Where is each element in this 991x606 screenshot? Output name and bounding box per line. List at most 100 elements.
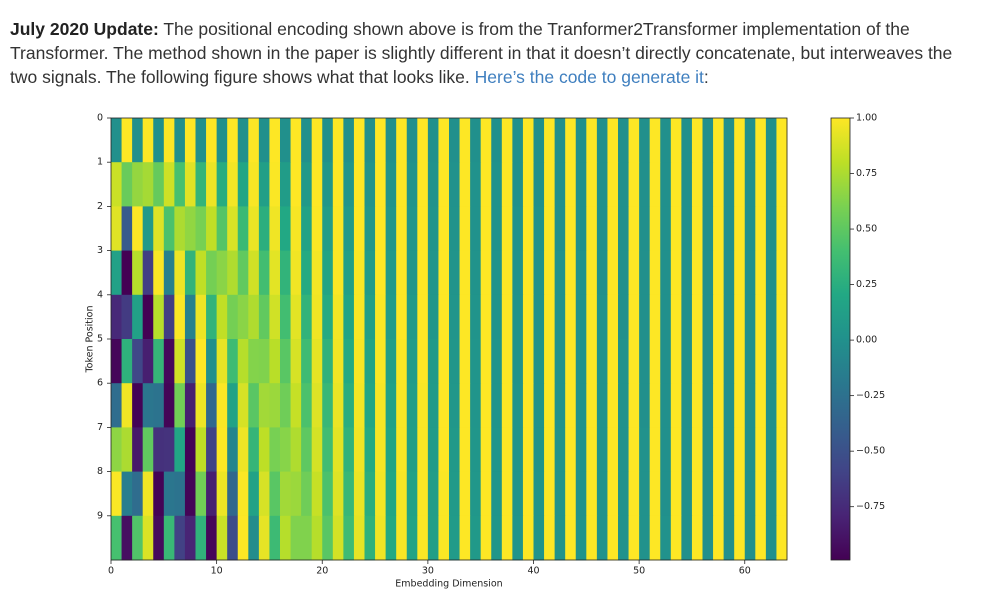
heatmap-cell <box>269 294 281 340</box>
heatmap-cell <box>776 339 788 384</box>
heatmap-cell <box>438 339 450 384</box>
heatmap-cell <box>311 118 323 163</box>
heatmap-cell <box>522 250 534 296</box>
heatmap-cell <box>776 162 788 207</box>
heatmap-cell <box>554 162 566 207</box>
heatmap-cell <box>195 383 207 428</box>
heatmap-cell <box>533 162 545 207</box>
heatmap-cell <box>332 206 344 251</box>
heatmap-cell <box>427 339 439 384</box>
heatmap-cell <box>406 118 418 163</box>
heatmap-cell <box>322 250 334 296</box>
heatmap-cell <box>174 471 186 517</box>
heatmap-cell <box>691 471 703 517</box>
heatmap-cell <box>343 250 355 296</box>
heatmap-cell <box>142 162 154 207</box>
heatmap-cell <box>163 294 175 340</box>
heatmap-cell <box>111 206 122 251</box>
heatmap-cell <box>702 471 714 517</box>
heatmap-cell <box>670 294 682 340</box>
y-tick-label: 8 <box>97 466 103 477</box>
heatmap-cell <box>332 250 344 296</box>
heatmap-cell <box>258 162 270 207</box>
heatmap-cell <box>174 427 186 472</box>
heatmap-cell <box>364 118 376 163</box>
heatmap-cell <box>248 118 260 163</box>
heatmap-cell <box>396 471 408 517</box>
heatmap-cell <box>544 339 556 384</box>
heatmap-cell <box>744 515 756 561</box>
heatmap-cell <box>332 162 344 207</box>
heatmap-cell <box>670 162 682 207</box>
heatmap-cell <box>364 471 376 517</box>
heatmap-cell <box>575 250 587 296</box>
heatmap-cell <box>480 250 492 296</box>
heatmap-cell <box>522 162 534 207</box>
heatmap-cell <box>544 118 556 163</box>
heatmap-cell <box>322 471 334 517</box>
heatmap-cell <box>607 339 619 384</box>
code-link[interactable]: Here’s the code to generate it <box>474 67 704 87</box>
heatmap-cell <box>153 383 165 428</box>
heatmap-cell <box>153 118 165 163</box>
heatmap-cell <box>396 206 408 251</box>
heatmap-cell <box>544 427 556 472</box>
heatmap-cell <box>216 294 228 340</box>
heatmap-cell <box>396 162 408 207</box>
heatmap-cell <box>438 250 450 296</box>
heatmap-cell <box>132 427 144 472</box>
heatmap-cell <box>491 515 503 561</box>
heatmap-cell <box>765 118 777 163</box>
heatmap-cell <box>248 294 260 340</box>
heatmap-cell <box>438 162 450 207</box>
heatmap-cell <box>163 339 175 384</box>
heatmap-cell <box>554 383 566 428</box>
heatmap-cell <box>417 294 429 340</box>
heatmap-cell <box>438 118 450 163</box>
heatmap-cell <box>237 118 249 163</box>
heatmap-cell <box>195 250 207 296</box>
y-tick-label: 9 <box>97 510 103 521</box>
heatmap-cell <box>491 339 503 384</box>
heatmap-cell <box>586 515 598 561</box>
heatmap-cell <box>184 339 196 384</box>
heatmap-cell <box>670 118 682 163</box>
heatmap-cell <box>153 206 165 251</box>
heatmap-cell <box>364 162 376 207</box>
heatmap-cell <box>438 294 450 340</box>
heatmap-cell <box>501 427 513 472</box>
heatmap-cell <box>353 427 365 472</box>
heatmap-cell <box>269 515 281 561</box>
heatmap-cell <box>427 294 439 340</box>
heatmap-cell <box>111 118 122 163</box>
heatmap-cell <box>649 118 661 163</box>
heatmap-cell <box>501 118 513 163</box>
heatmap-cell <box>713 383 725 428</box>
heatmap-cell <box>206 250 218 296</box>
heatmap-cell <box>691 250 703 296</box>
heatmap-cell <box>174 250 186 296</box>
heatmap-cell <box>206 206 218 251</box>
heatmap-cell <box>132 339 144 384</box>
heatmap-cell <box>364 339 376 384</box>
heatmap-cell <box>280 383 291 428</box>
heatmap-cell <box>713 515 725 561</box>
heatmap-cell <box>660 162 672 207</box>
y-tick-label: 4 <box>97 289 103 300</box>
heatmap-cell <box>501 206 513 251</box>
colorbar-tick-label: −0.75 <box>856 501 885 512</box>
heatmap-cell <box>406 206 418 251</box>
heatmap-cell <box>332 118 344 163</box>
heatmap-cell <box>596 294 608 340</box>
heatmap-cell <box>649 206 661 251</box>
heatmap-cell <box>776 427 788 472</box>
heatmap-cell <box>512 118 524 163</box>
heatmap-cell <box>121 471 133 517</box>
heatmap-cell <box>142 339 154 384</box>
heatmap-cell <box>491 427 503 472</box>
heatmap-cell <box>459 162 471 207</box>
heatmap-cell <box>628 471 640 517</box>
heatmap-cell <box>618 383 629 428</box>
heatmap-cell <box>691 206 703 251</box>
heatmap-cell <box>290 118 302 163</box>
